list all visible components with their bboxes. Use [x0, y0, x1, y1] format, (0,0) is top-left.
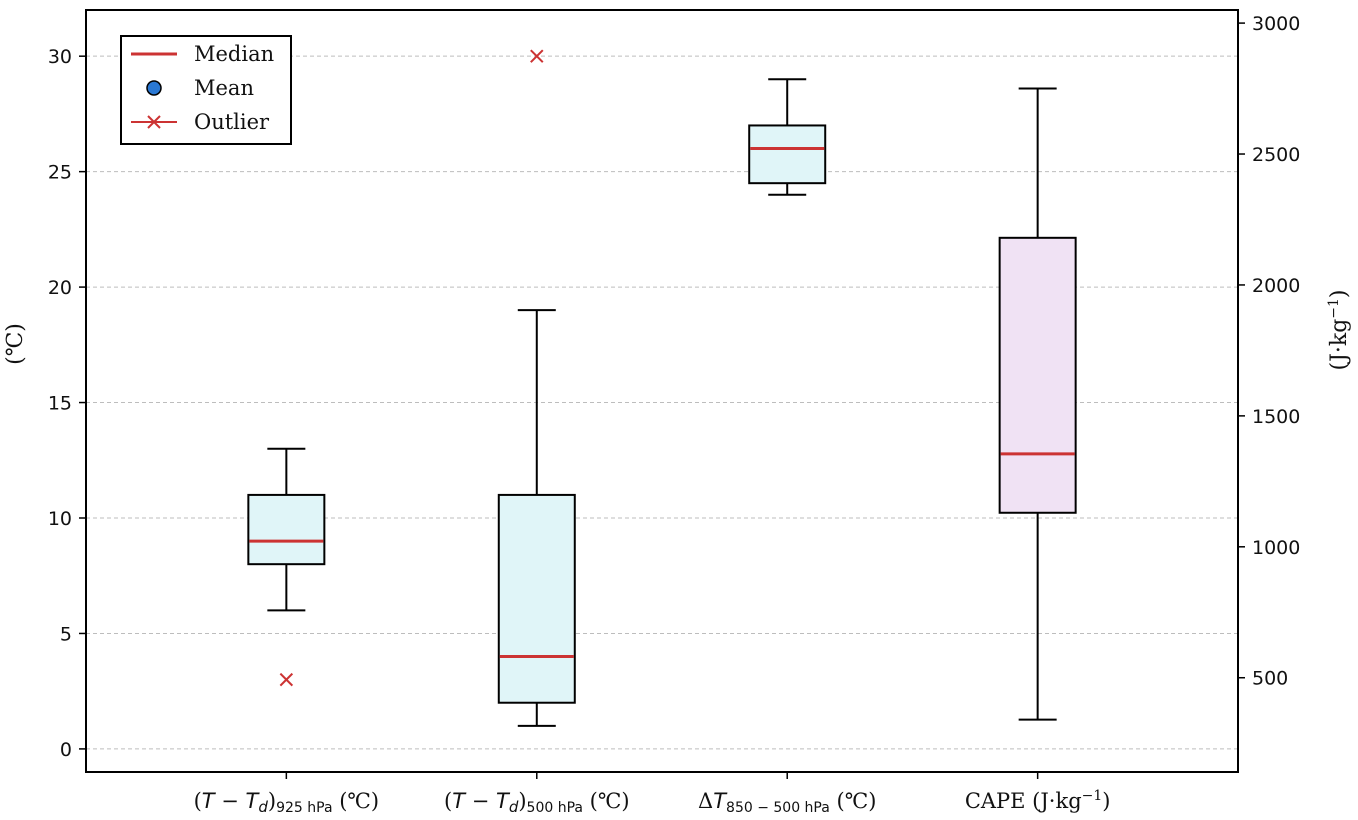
label-part: (℃) [333, 789, 380, 813]
label-part: (℃) [583, 789, 630, 813]
box-1 [247, 447, 326, 687]
label-part: ( [194, 789, 202, 813]
plot-frame [85, 9, 1239, 773]
right-tick-label: 2000 [1252, 275, 1300, 297]
label-part: T [496, 789, 511, 813]
label-part: T [202, 789, 217, 813]
right-tick-label: 1500 [1252, 406, 1300, 428]
category-label: (T − Td)925 hPa (℃) [194, 789, 380, 816]
box-3 [748, 78, 827, 196]
label-part: Δ [698, 789, 713, 813]
label-part: −1 [1082, 788, 1103, 804]
label-part: − [465, 789, 496, 813]
left-tick-label: 20 [48, 277, 72, 299]
label-part: ) [1102, 789, 1110, 813]
legend-label: Mean [194, 76, 254, 100]
legend-item-median: Median [131, 42, 274, 66]
label-part: 500 hPa [527, 800, 583, 816]
legend-label: Outlier [194, 110, 270, 134]
label-part: ( [444, 789, 452, 813]
label-part: 850 − 500 hPa [726, 800, 830, 816]
label-part: (J·kg [1327, 319, 1352, 371]
label-part: ) [518, 789, 526, 813]
label-part: T [246, 789, 261, 813]
category-label: (T − Td)500 hPa (℃) [444, 789, 630, 816]
label-part: d [509, 798, 519, 816]
legend: Median Mean Outlier [120, 35, 292, 145]
outlier-marker [530, 49, 544, 63]
left-tick-label: 15 [48, 393, 72, 415]
left-tick-label: 5 [60, 623, 72, 645]
right-axis-title: (J·kg−1) [1326, 289, 1352, 370]
right-tick-label: 1000 [1252, 537, 1300, 559]
label-part: −1 [1326, 298, 1342, 319]
left-tick-label: 0 [60, 739, 72, 761]
legend-label: Median [194, 42, 274, 66]
left-axis-title: (℃) [3, 323, 28, 365]
right-y-axis: 500 1000 1500 2000 2500 3000 [1238, 13, 1300, 690]
label-part: T [713, 789, 728, 813]
left-tick-label: 10 [48, 508, 72, 530]
label-part: CAPE (J·kg [965, 789, 1082, 813]
label-part: (℃) [830, 789, 877, 813]
legend-item-mean: Mean [146, 76, 254, 100]
box-4 [998, 87, 1077, 721]
right-tick-label: 2500 [1252, 144, 1300, 166]
box-iqr [748, 124, 827, 185]
category-label: CAPE (J·kg−1) [965, 788, 1111, 813]
box-iqr [497, 493, 576, 704]
box-iqr [247, 493, 326, 566]
label-part: − [215, 789, 246, 813]
left-tick-label: 25 [48, 162, 72, 184]
label-part: 925 hPa [276, 800, 332, 816]
right-tick-label: 3000 [1252, 13, 1300, 35]
box-2 [497, 49, 576, 727]
outlier-marker [279, 672, 294, 687]
x-axis: (T − Td)925 hPa (℃) (T − Td)500 hPa (℃) ΔT… [194, 772, 1111, 816]
legend-item-outlier: Outlier [131, 110, 270, 134]
label-part: ) [1327, 289, 1352, 298]
category-label: ΔT850 − 500 hPa (℃) [698, 789, 876, 816]
left-tick-label: 30 [48, 46, 72, 68]
label-part: T [452, 789, 467, 813]
label-part: ) [268, 789, 276, 813]
left-y-axis: 0 5 10 15 20 25 30 [48, 46, 86, 761]
right-tick-label: 500 [1252, 668, 1288, 690]
box-iqr [998, 236, 1077, 514]
label-part: d [258, 798, 268, 816]
box-plots [247, 49, 1077, 727]
